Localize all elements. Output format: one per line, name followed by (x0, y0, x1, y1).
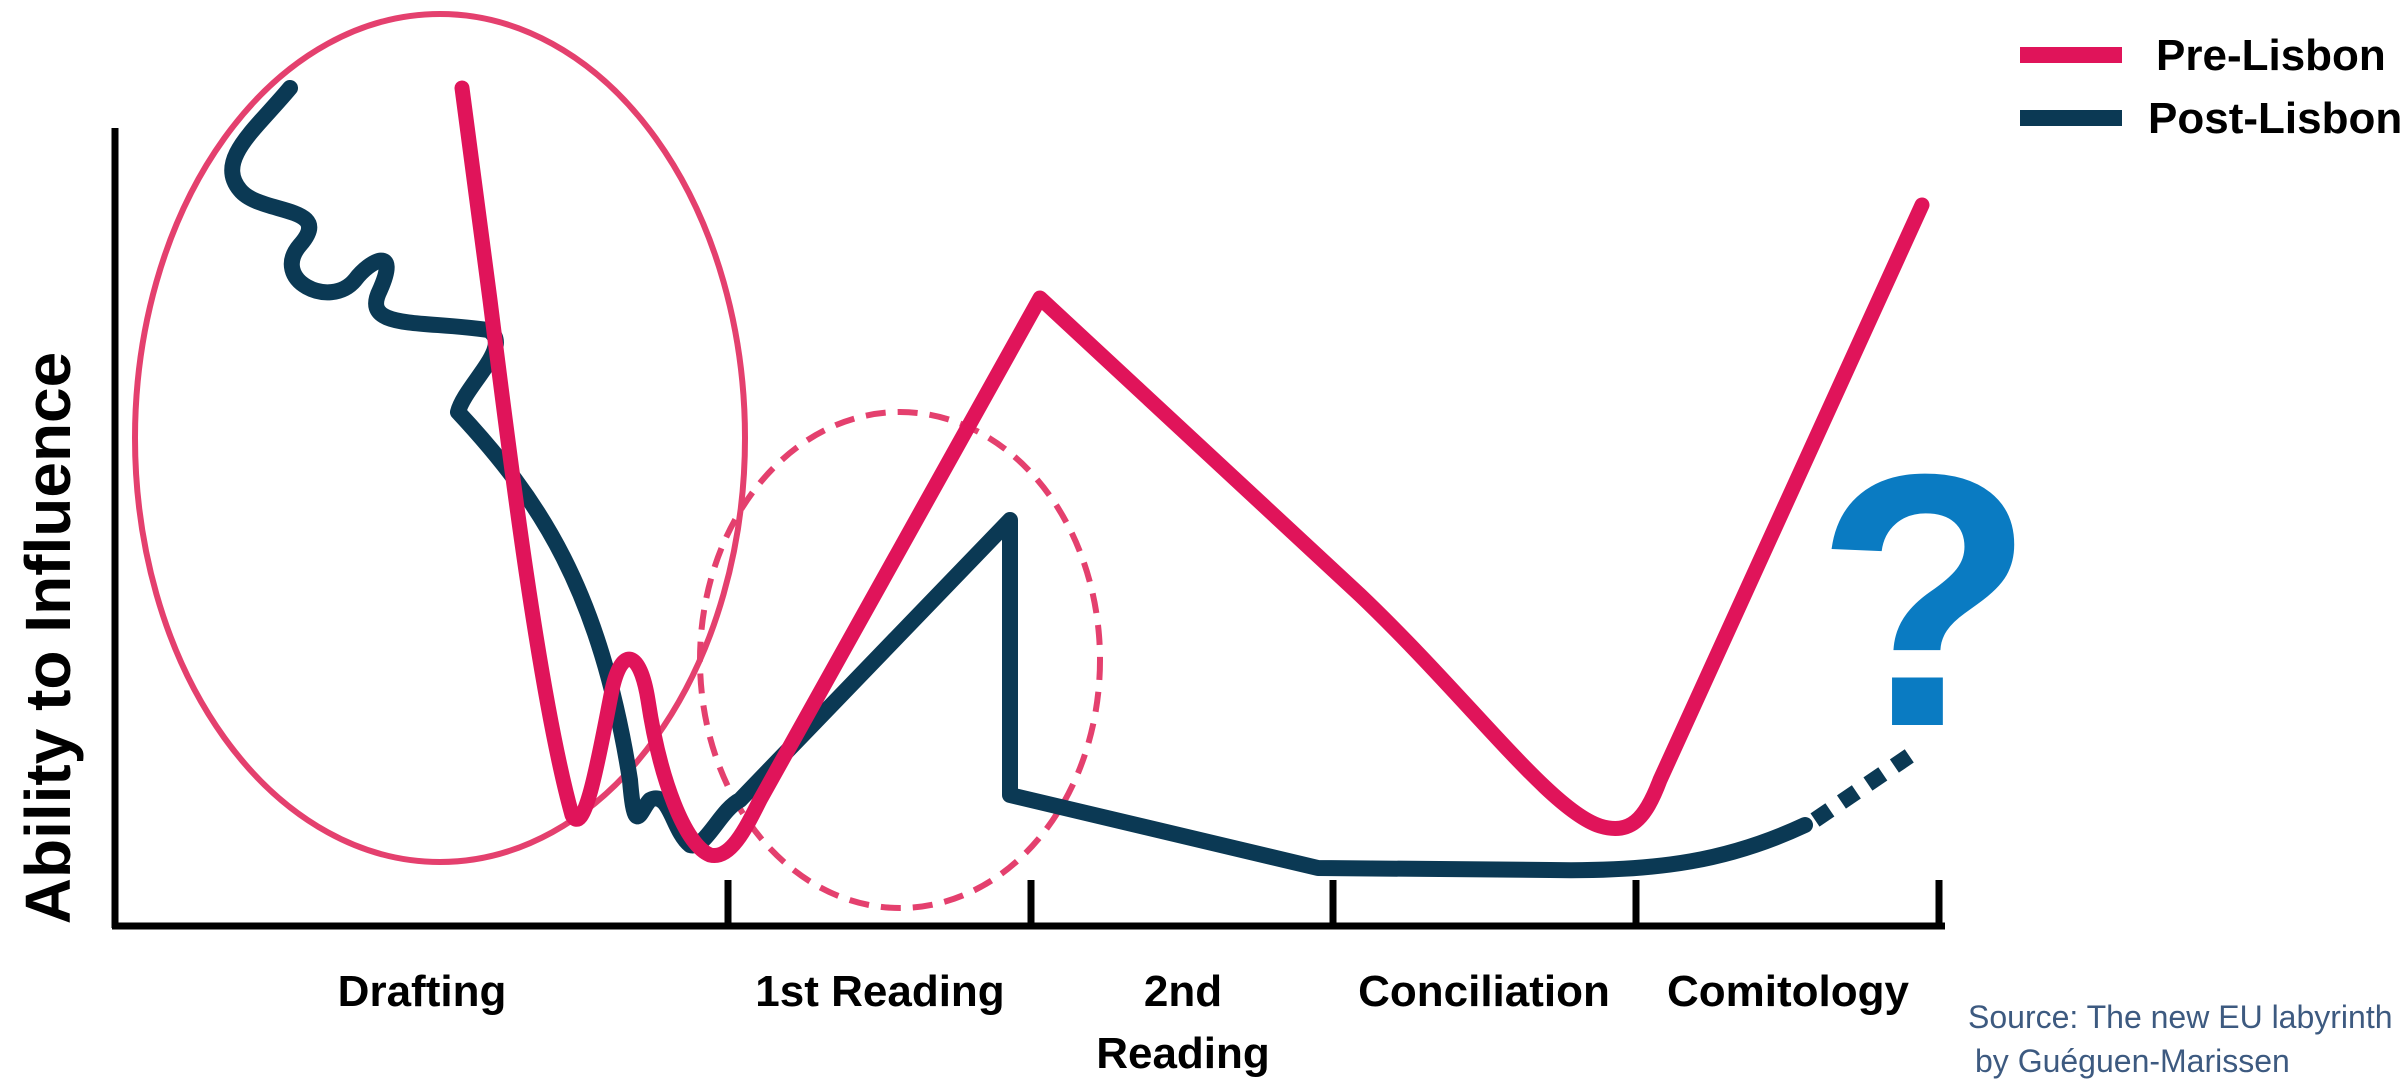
post-lisbon-line (224, 80, 1813, 879)
question-mark-annotation: ? (1815, 400, 2035, 802)
legend-label-post-lisbon: Post-Lisbon (2148, 94, 2402, 143)
y-axis-label: Ability to Influence (12, 352, 84, 924)
x-tick-label-2nd-reading: 2nd Reading (1096, 967, 1270, 1078)
x-tick-label-1st-reading: 1st Reading (755, 967, 1004, 1016)
x-tick-label-comitology: Comitology (1667, 967, 1910, 1016)
legend-label-pre-lisbon: Pre-Lisbon (2156, 31, 2386, 80)
pre-lisbon-line (454, 80, 1930, 863)
legend: Pre-Lisbon Post-Lisbon (2020, 31, 2402, 143)
source-line-1: Source: The new EU labyrinth (1968, 999, 2393, 1035)
source-line-2: by Guéguen-Marissen (1975, 1043, 2290, 1079)
post-lisbon-dashed-extension (1810, 743, 1923, 827)
drafting-highlight-ellipse (132, 11, 748, 865)
x-tick-label-conciliation: Conciliation (1358, 967, 1610, 1016)
first-reading-highlight-ellipse (697, 409, 1103, 911)
x-tick-label-drafting: Drafting (338, 967, 507, 1016)
